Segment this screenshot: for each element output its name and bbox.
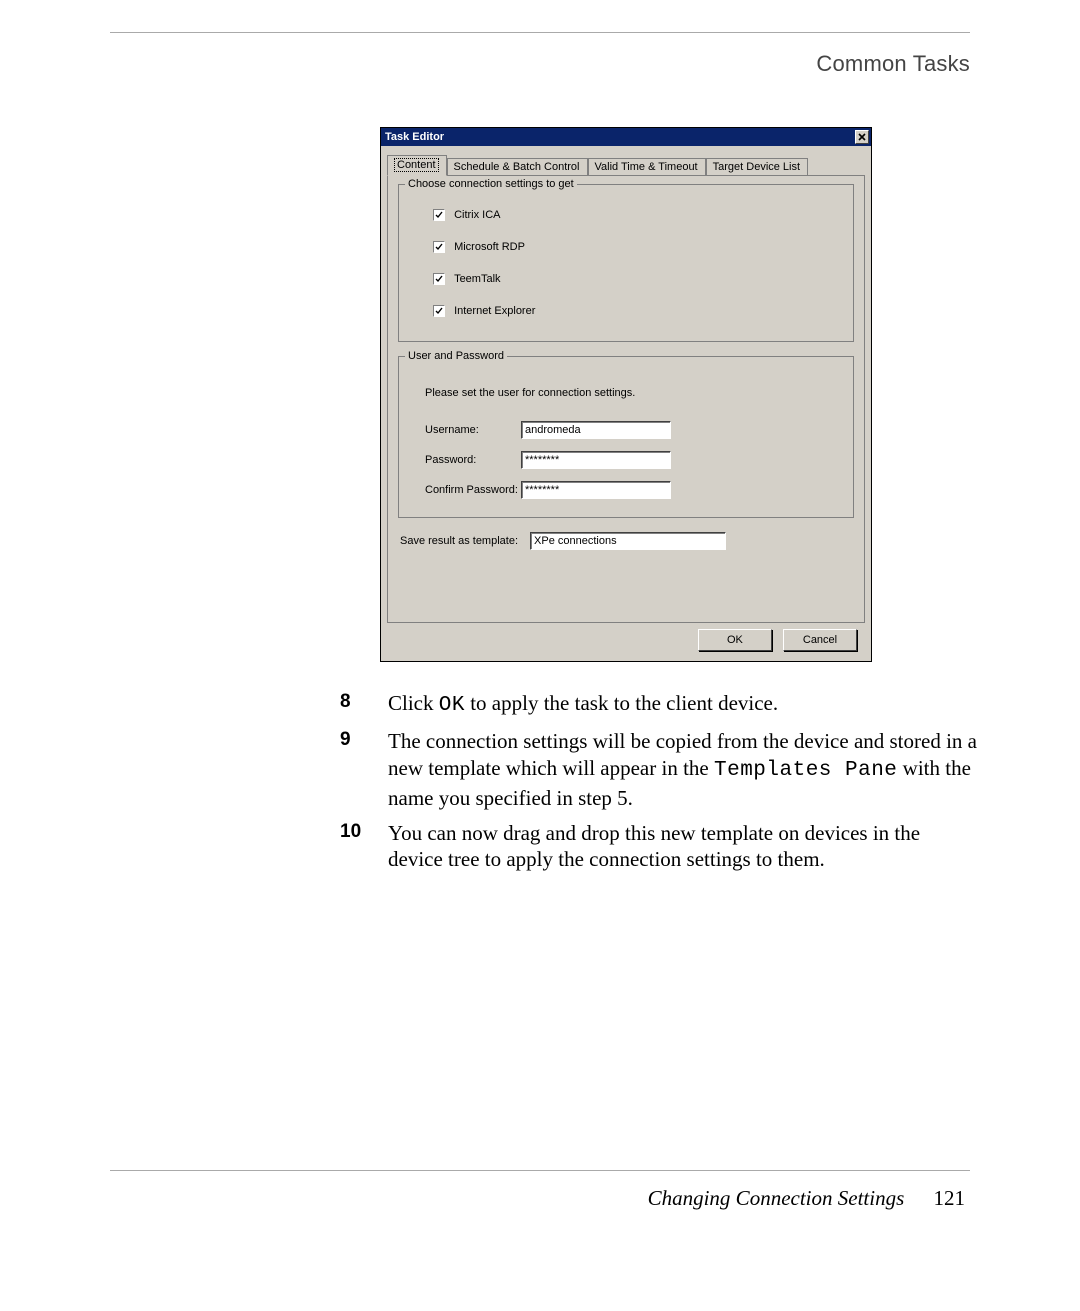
confirm-password-field[interactable] [521, 481, 671, 499]
top-rule [110, 32, 970, 33]
checkbox-teemtalk[interactable] [433, 273, 445, 285]
checkbox-label: Microsoft RDP [454, 241, 525, 253]
username-field[interactable] [521, 421, 671, 439]
footer-section: Changing Connection Settings [648, 1186, 905, 1210]
page-header: Common Tasks [110, 51, 970, 77]
close-icon[interactable] [855, 130, 869, 144]
step-number: 8 [340, 690, 388, 720]
password-label: Password: [425, 454, 521, 466]
tab-label: Content [397, 159, 436, 171]
checkbox-label: Internet Explorer [454, 305, 535, 317]
bottom-rule [110, 1170, 970, 1171]
groupbox-connection-settings: Choose connection settings to get Citrix… [398, 184, 854, 342]
tab-label: Schedule & Batch Control [454, 161, 580, 173]
checkbox-microsoft-rdp[interactable] [433, 241, 445, 253]
footer-page-number: 121 [934, 1186, 966, 1210]
dialog-title: Task Editor [385, 131, 444, 143]
tab-label: Target Device List [713, 161, 800, 173]
checkbox-label: TeemTalk [454, 273, 500, 285]
ok-button[interactable]: OK [698, 629, 772, 651]
confirm-password-label: Confirm Password: [425, 484, 521, 496]
checkbox-citrix-ica[interactable] [433, 209, 445, 221]
dialog-button-row: OK Cancel [387, 623, 865, 655]
dialog-titlebar: Task Editor [381, 128, 871, 146]
step-body: You can now drag and drop this new templ… [388, 820, 980, 874]
step-number: 10 [340, 820, 388, 874]
cancel-button[interactable]: Cancel [783, 629, 857, 651]
step-number: 9 [340, 728, 388, 812]
password-field[interactable] [521, 451, 671, 469]
task-editor-dialog: Task Editor Content Schedule & Batch Con… [380, 127, 872, 662]
groupbox-user-password: User and Password Please set the user fo… [398, 356, 854, 518]
save-template-label: Save result as template: [400, 535, 518, 547]
checkbox-label: Citrix ICA [454, 209, 500, 221]
step-body: Click OK to apply the task to the client… [388, 690, 980, 720]
tabpanel-content: Choose connection settings to get Citrix… [387, 175, 865, 623]
tabstrip: Content Schedule & Batch Control Valid T… [387, 154, 865, 175]
tab-label: Valid Time & Timeout [595, 161, 698, 173]
username-label: Username: [425, 424, 521, 436]
groupbox-legend: User and Password [405, 350, 507, 362]
step-body: The connection settings will be copied f… [388, 728, 980, 812]
tab-schedule-batch[interactable]: Schedule & Batch Control [447, 158, 588, 176]
user-password-instruction: Please set the user for connection setti… [425, 387, 833, 399]
tab-content[interactable]: Content [387, 155, 447, 176]
checkbox-internet-explorer[interactable] [433, 305, 445, 317]
tab-target-device-list[interactable]: Target Device List [706, 158, 808, 176]
save-template-field[interactable] [530, 532, 726, 550]
tab-valid-time-timeout[interactable]: Valid Time & Timeout [588, 158, 706, 176]
instruction-list: 8 Click OK to apply the task to the clie… [340, 690, 980, 873]
page-footer: Changing Connection Settings 121 [648, 1186, 965, 1211]
groupbox-legend: Choose connection settings to get [405, 178, 577, 190]
